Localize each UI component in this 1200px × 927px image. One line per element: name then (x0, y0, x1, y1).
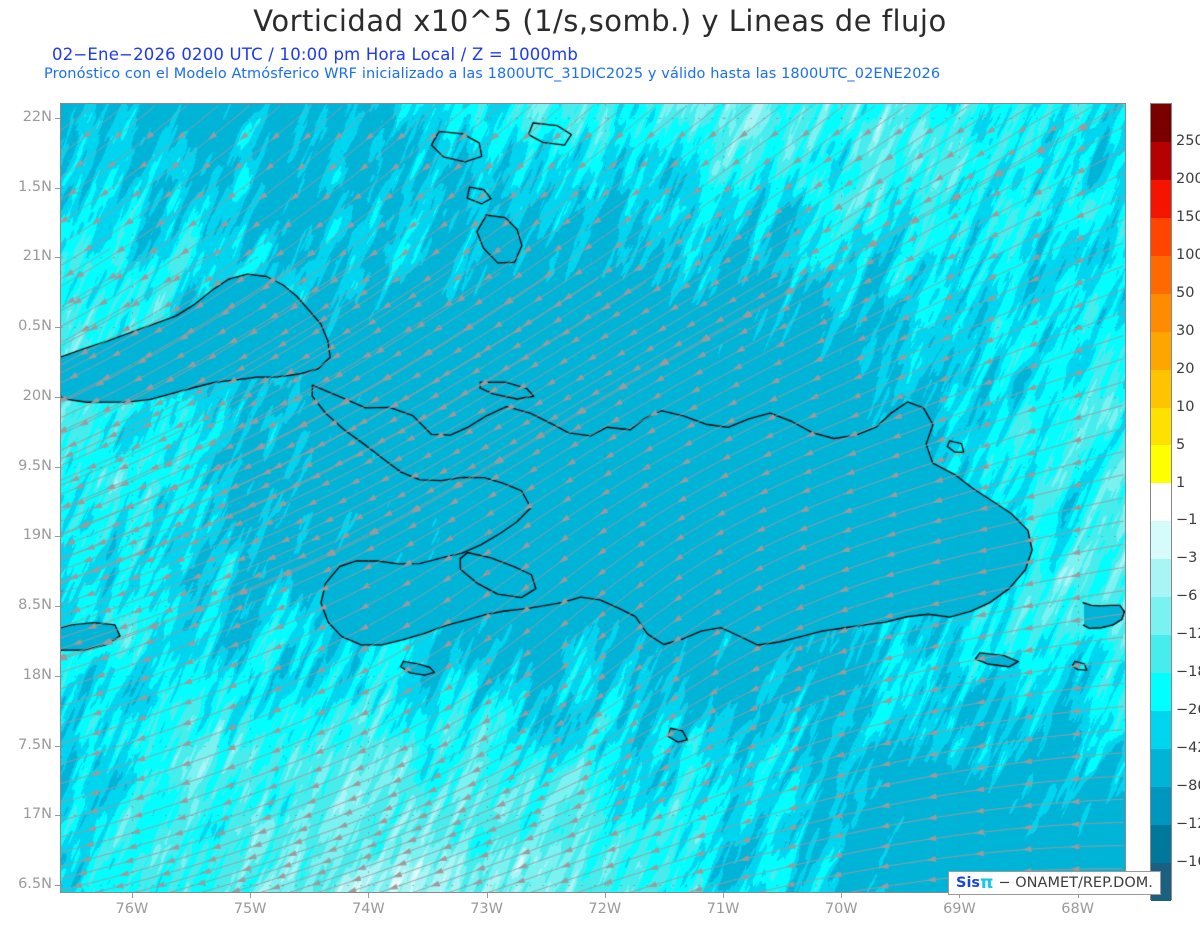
page-title: Vorticidad x10^5 (1/s,somb.) y Lineas de… (253, 4, 947, 38)
colorbar-tick-label: 100 (1176, 246, 1200, 263)
colorbar-tick-label: −120 (1176, 816, 1200, 833)
gridline-canvas (61, 104, 1125, 892)
y-axis-tick-label: 19N (22, 527, 52, 544)
y-axis-tick-mark (55, 257, 60, 259)
x-axis-tick-label: 70W (824, 901, 858, 917)
colorbar-band (1151, 255, 1171, 294)
colorbar-tick-label: −12 (1176, 626, 1200, 643)
colorbar-tick-label: −42 (1176, 740, 1200, 757)
colorbar-band (1151, 559, 1171, 598)
x-axis-tick-label: 69W (943, 901, 976, 917)
colorbar-band (1151, 331, 1171, 370)
colorbar-band (1151, 217, 1171, 256)
colorbar-tick-label: 30 (1176, 322, 1195, 339)
y-axis-tick-label: 22N (22, 108, 52, 125)
x-axis-tick-label: 74W (351, 901, 385, 917)
y-axis-tick-label: 0.5N (18, 318, 52, 335)
x-axis-tick-mark (959, 893, 961, 898)
x-axis-tick-mark (604, 893, 606, 898)
y-axis-tick-label: 21N (22, 248, 52, 265)
y-axis-tick-mark (55, 396, 60, 398)
colorbar-tick-label: 20 (1176, 360, 1195, 377)
colorbar-tick-label: 150 (1176, 208, 1200, 225)
colorbar-tick-label: −3 (1176, 550, 1198, 567)
y-axis-tick-mark (55, 466, 60, 468)
x-axis-tick-label: 72W (588, 901, 622, 917)
attribution-logo: Sis π − ONAMET/REP.DOM. (948, 871, 1161, 895)
colorbar-band (1151, 179, 1171, 218)
x-axis-tick-mark (1077, 893, 1079, 898)
x-axis-tick-mark (486, 893, 488, 898)
y-axis-tick-label: 1.5N (18, 178, 52, 195)
y-axis-tick-mark (55, 745, 60, 747)
colorbar-tick-label: −18 (1176, 664, 1200, 681)
colorbar-band (1151, 104, 1171, 142)
colorbar-tick-label: −80 (1176, 778, 1200, 795)
x-axis-tick-label: 76W (115, 901, 149, 917)
colorbar-tick-label: 1 (1176, 474, 1186, 491)
x-axis-tick-mark (131, 893, 133, 898)
y-axis-tick-label: 18N (22, 666, 52, 683)
colorbar-tick-label: −160 (1176, 854, 1200, 871)
y-axis-tick-mark (55, 536, 60, 538)
x-axis-tick-label: 73W (470, 901, 503, 917)
brand-symbol-icon: π (980, 873, 994, 893)
colorbar-band (1151, 407, 1171, 446)
colorbar-band (1151, 673, 1171, 711)
x-axis-tick-mark (250, 893, 252, 898)
y-axis-tick-mark (55, 606, 60, 608)
valid-time-subtitle: 02−Ene−2026 0200 UTC / 10:00 pm Hora Loc… (52, 45, 579, 64)
colorbar-band (1151, 597, 1171, 636)
colorbar-band (1151, 748, 1171, 787)
y-axis-tick-mark (55, 815, 60, 817)
colorbar-tick-label: 200 (1176, 170, 1200, 187)
colorbar-tick-label: 50 (1176, 284, 1195, 301)
brand-name: Sis (956, 875, 981, 891)
y-axis-tick-label: 8.5N (18, 597, 52, 614)
model-info-subtitle: Pronóstico con el Modelo Atmósferico WRF… (44, 66, 941, 82)
colorbar-band (1151, 711, 1171, 749)
colorbar-band (1151, 824, 1171, 863)
y-axis-tick-label: 6.5N (18, 876, 52, 893)
x-axis-tick-mark (841, 893, 843, 898)
map-plot-area (60, 103, 1126, 893)
y-axis-tick-label: 9.5N (18, 457, 52, 474)
y-axis-tick-label: 17N (22, 806, 52, 823)
x-axis-tick-label: 75W (233, 901, 267, 917)
y-axis-tick-mark (55, 117, 60, 119)
colorbar-tick-label: 250 (1176, 132, 1200, 149)
y-axis-tick-mark (55, 327, 60, 329)
colorbar-band (1151, 521, 1171, 560)
y-axis-tick-mark (55, 187, 60, 189)
organization-label: − ONAMET/REP.DOM. (998, 875, 1153, 891)
x-axis-tick-mark (368, 893, 370, 898)
colorbar (1150, 103, 1172, 901)
x-axis-tick-mark (723, 893, 725, 898)
x-axis-tick-label: 71W (706, 901, 740, 917)
y-axis-tick-label: 20N (22, 387, 52, 404)
colorbar-band (1151, 786, 1171, 825)
colorbar-band (1151, 293, 1171, 332)
colorbar-band (1151, 141, 1171, 180)
colorbar-tick-label: 10 (1176, 398, 1195, 415)
colorbar-band (1151, 369, 1171, 408)
y-axis-tick-mark (55, 885, 60, 887)
colorbar-tick-label: −1 (1176, 512, 1198, 529)
y-axis-tick-mark (55, 675, 60, 677)
colorbar-tick-label: 5 (1176, 436, 1186, 453)
colorbar-band (1151, 483, 1171, 522)
colorbar-tick-label: −26 (1176, 702, 1200, 719)
colorbar-band (1151, 635, 1171, 674)
y-axis-tick-label: 7.5N (18, 736, 52, 753)
colorbar-band (1151, 445, 1171, 484)
x-axis-tick-label: 68W (1061, 901, 1095, 917)
colorbar-tick-label: −6 (1176, 588, 1198, 605)
